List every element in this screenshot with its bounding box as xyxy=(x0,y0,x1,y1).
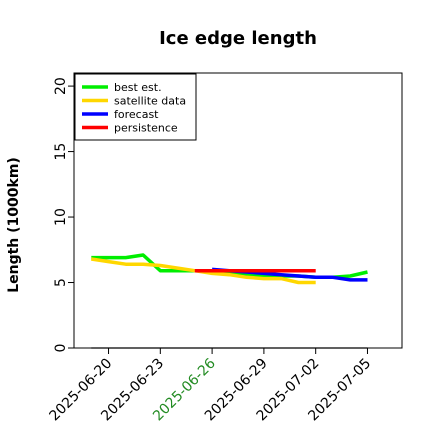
y-tick-label: 0 xyxy=(53,344,69,353)
legend-label: persistence xyxy=(114,122,178,135)
legend-label: best est. xyxy=(114,81,162,94)
y-tick-label: 20 xyxy=(53,77,69,95)
legend-label: forecast xyxy=(114,108,159,121)
y-axis: 0 5 10 15 20 xyxy=(53,77,74,352)
series-layer xyxy=(91,253,368,285)
plot-frame xyxy=(73,72,403,349)
legend-label: satellite data xyxy=(114,95,186,108)
y-tick-label: 10 xyxy=(53,208,69,226)
y-tick-label: 15 xyxy=(53,143,69,161)
x-axis: 2025-06-202025-06-232025-06-262025-06-29… xyxy=(47,348,374,424)
chart-title: Ice edge length xyxy=(159,28,317,49)
y-axis-label: Length (1000km) xyxy=(6,157,22,293)
y-tick-label: 5 xyxy=(53,278,69,287)
legend: best est.satellite dataforecastpersisten… xyxy=(74,73,197,141)
